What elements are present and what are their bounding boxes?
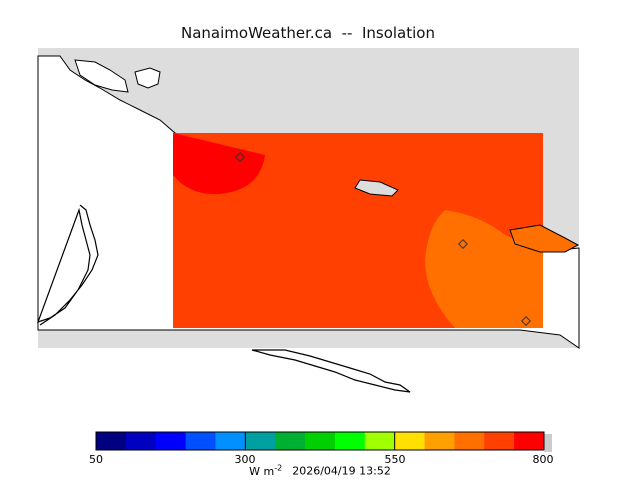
colorbar-cell bbox=[364, 432, 396, 450]
colorbar-tick-label: 300 bbox=[234, 453, 256, 466]
colorbar-tick-label: 550 bbox=[384, 453, 406, 466]
station-marker-2 bbox=[458, 239, 468, 249]
colorbar-shadow bbox=[544, 434, 552, 452]
island-strait bbox=[354, 179, 399, 197]
colorbar-cell bbox=[96, 432, 127, 450]
timestamp: 2026/04/19 13:52 bbox=[292, 464, 391, 478]
station-marker-1 bbox=[235, 152, 245, 162]
island-north-1 bbox=[74, 59, 129, 93]
insolation-map bbox=[37, 48, 580, 393]
page-title: NanaimoWeather.ca -- Insolation bbox=[181, 24, 435, 42]
colorbar-cell bbox=[305, 432, 336, 450]
coastline-west bbox=[37, 204, 99, 326]
island-north-2 bbox=[134, 67, 161, 89]
island-south bbox=[251, 349, 411, 393]
colorbar-cell bbox=[155, 432, 187, 450]
colorbar-cell bbox=[334, 432, 366, 450]
colorbar-cell bbox=[245, 432, 276, 450]
insolation-field-hot bbox=[173, 133, 265, 195]
station-marker-3 bbox=[521, 316, 531, 326]
colorbar-cell bbox=[185, 432, 216, 450]
colorbar-tick-label: 800 bbox=[532, 453, 554, 466]
colorbar-cell bbox=[275, 432, 306, 450]
colorbar-cell bbox=[215, 432, 246, 450]
units-label: W m-2 bbox=[249, 463, 283, 478]
colorbar-cell bbox=[394, 432, 426, 450]
colorbar-cell bbox=[125, 432, 157, 450]
colorbar-cell bbox=[484, 432, 515, 450]
colorbar-cell bbox=[514, 432, 545, 450]
units-row: W m-2 2026/04/19 13:52 bbox=[0, 463, 640, 478]
colorbar-cell bbox=[424, 432, 455, 450]
colorbar-tick-label: 50 bbox=[89, 453, 103, 466]
island-east bbox=[509, 224, 580, 253]
colorbar-cell bbox=[454, 432, 485, 450]
